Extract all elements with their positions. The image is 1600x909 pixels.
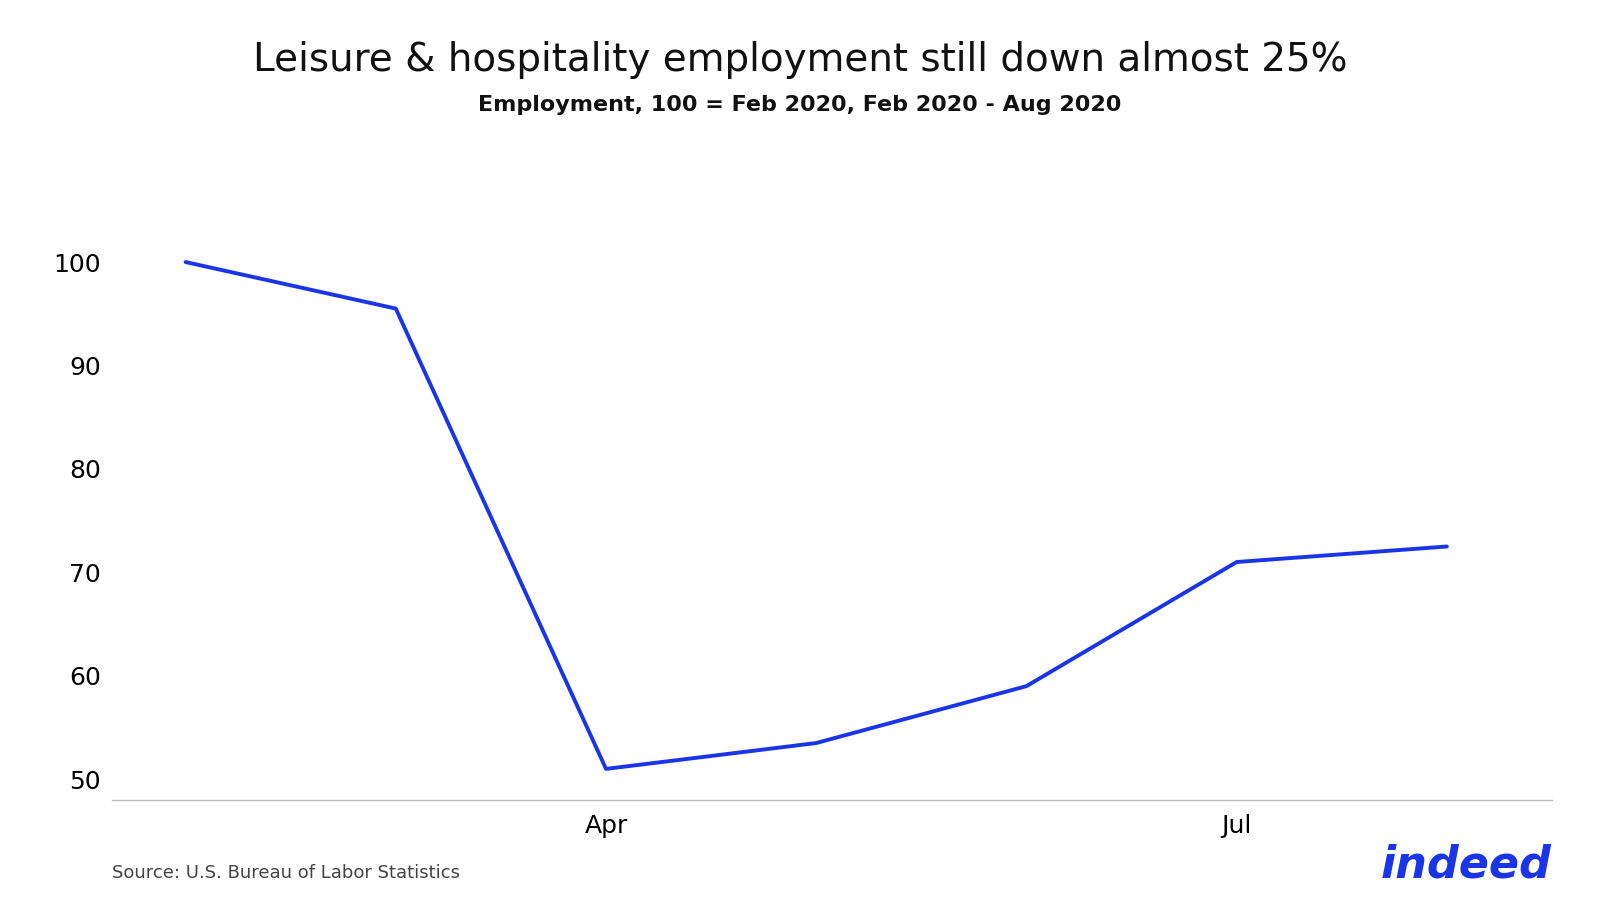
Text: Leisure & hospitality employment still down almost 25%: Leisure & hospitality employment still d… [253,41,1347,79]
Text: Source: U.S. Bureau of Labor Statistics: Source: U.S. Bureau of Labor Statistics [112,864,461,882]
Text: Employment, 100 = Feb 2020, Feb 2020 - Aug 2020: Employment, 100 = Feb 2020, Feb 2020 - A… [478,95,1122,115]
Text: indeed: indeed [1381,844,1552,886]
